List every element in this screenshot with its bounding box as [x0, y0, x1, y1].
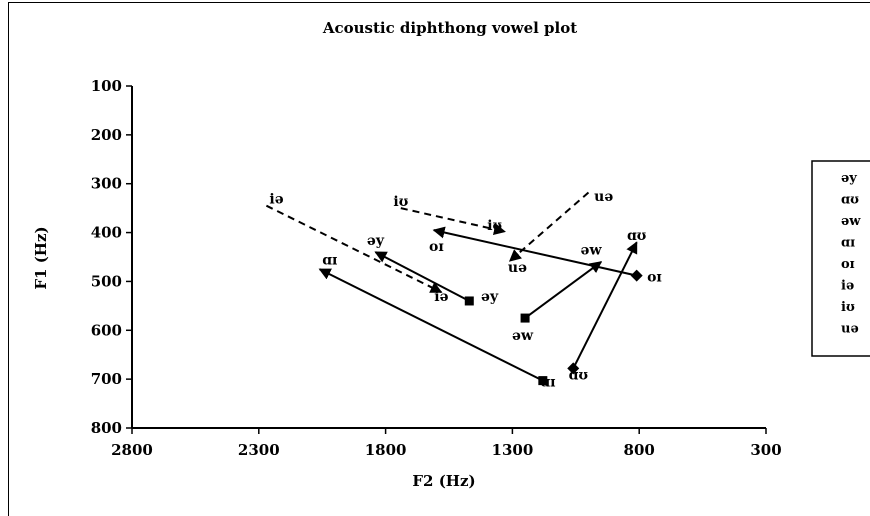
x-axis-label: F2 (Hz)	[412, 472, 475, 490]
y-tick-label: 200	[91, 126, 122, 144]
x-tick-label: 2800	[111, 441, 153, 459]
x-tick-label: 300	[750, 441, 781, 459]
legend-entry: əw	[841, 214, 861, 229]
series-arrow-ɑɪ	[318, 268, 544, 382]
legend-entry: ɑʊ	[841, 193, 859, 208]
point-label: ɑɪ	[322, 252, 337, 268]
legend-entry: oɪ	[841, 257, 855, 272]
point-label: əw	[512, 328, 534, 344]
point-label: əy	[481, 289, 499, 305]
x-tick-label: 2300	[238, 441, 280, 459]
y-tick-label: 800	[91, 419, 122, 437]
y-tick-label: 300	[91, 175, 122, 193]
legend-entry: əy	[841, 171, 857, 186]
x-tick-label: 1300	[492, 441, 534, 459]
legend-box	[811, 160, 870, 357]
point-label: uə	[508, 260, 527, 276]
series-arrow-uə	[508, 191, 590, 262]
series-arrow-oɪ	[432, 226, 637, 277]
y-tick-label: 600	[91, 321, 122, 339]
legend-entry: iʊ	[841, 300, 855, 315]
point-label: iʊ	[487, 218, 502, 234]
series-marker-əy	[464, 296, 474, 306]
series-marker-oɪ	[630, 269, 643, 282]
chart-title: Acoustic diphthong vowel plot	[322, 19, 577, 37]
y-tick-label: 400	[91, 224, 122, 242]
point-label: iʊ	[393, 194, 408, 210]
series-arrow-əw	[524, 261, 603, 319]
series-marker-əw	[520, 313, 530, 323]
x-tick-label: 800	[624, 441, 655, 459]
series-marker-ɑʊ	[567, 362, 580, 375]
legend-entry: uə	[841, 322, 859, 337]
legend-entry: iə	[841, 279, 854, 294]
series-arrow-iʊ	[400, 207, 506, 236]
point-label: oɪ	[429, 239, 444, 255]
series-marker-ɑɪ	[538, 376, 548, 386]
series-arrow-iə	[265, 204, 443, 294]
point-label: uə	[594, 189, 613, 205]
y-tick-label: 100	[91, 77, 122, 95]
series-arrow-ɑʊ	[572, 241, 638, 369]
point-label: oɪ	[647, 270, 662, 286]
x-tick-label: 1800	[365, 441, 407, 459]
point-label: əy	[367, 233, 385, 249]
chart-frame	[8, 2, 870, 516]
y-tick-label: 700	[91, 370, 122, 388]
y-tick-label: 500	[91, 272, 122, 290]
y-axis-label: F1 (Hz)	[32, 226, 50, 289]
point-label: ɑʊ	[627, 228, 646, 244]
point-label: ɑɪ	[540, 375, 555, 391]
point-label: ɑʊ	[569, 367, 588, 383]
legend-entry: ɑɪ	[841, 236, 855, 251]
point-label: iə	[269, 191, 283, 207]
series-arrow-əy	[374, 251, 470, 302]
point-label: əw	[581, 243, 603, 259]
point-label: iə	[434, 289, 448, 305]
